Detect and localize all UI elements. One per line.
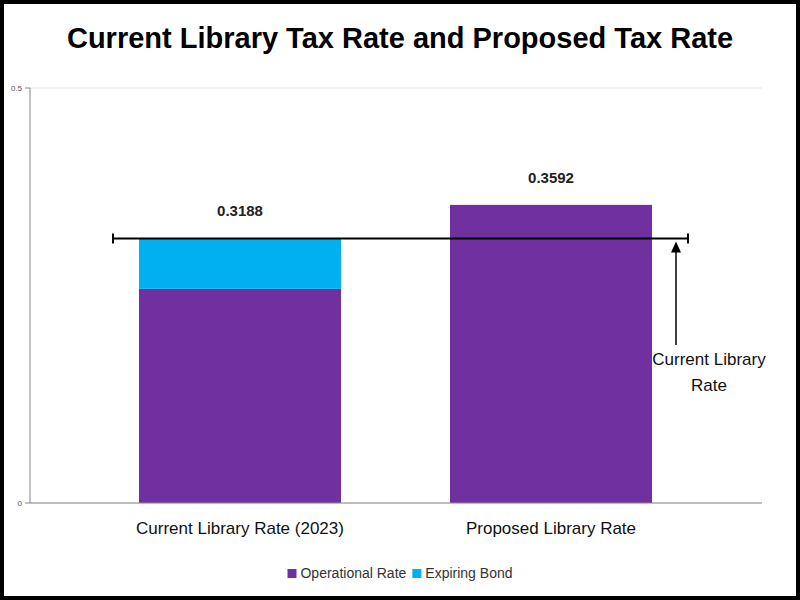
total-label: 0.3188: [217, 202, 263, 219]
legend-label: Operational Rate: [300, 565, 406, 581]
chart-root: Current Library Tax Rate and Proposed Ta…: [0, 0, 800, 600]
annotation-text: Current Library Rate: [644, 347, 774, 399]
legend-swatch: [412, 569, 421, 578]
legend: Operational Rate Expiring Bond: [287, 565, 512, 581]
x-tick-label: Proposed Library Rate: [466, 519, 636, 538]
annotation-arrow: [675, 248, 677, 345]
y-axis: [30, 88, 31, 503]
chart-svg: Current Library Tax Rate and Proposed Ta…: [0, 0, 800, 600]
bar-segment: [139, 289, 341, 503]
bar-segment: [450, 205, 652, 503]
grid-line: [30, 88, 762, 89]
x-tick-label: Current Library Rate (2023): [136, 519, 344, 538]
legend-label: Expiring Bond: [425, 565, 512, 581]
grid-line: [30, 503, 762, 504]
y-tick-label: 0: [18, 499, 23, 508]
bar-segment: [450, 204, 652, 205]
legend-swatch: [287, 569, 296, 578]
bar-segment: [139, 238, 341, 288]
y-tick: [25, 88, 30, 89]
y-tick: [25, 503, 30, 504]
annotation-end: [112, 233, 114, 243]
title: Current Library Tax Rate and Proposed Ta…: [67, 22, 733, 54]
x-axis: [30, 503, 762, 504]
total-label: 0.3592: [528, 169, 574, 186]
frame: [0, 0, 800, 600]
annotation-line: [113, 237, 688, 239]
y-tick-label: 0.5: [11, 84, 23, 93]
bars: [139, 205, 652, 503]
annotation-end: [687, 233, 689, 243]
annotation-arrowhead: [671, 241, 681, 252]
